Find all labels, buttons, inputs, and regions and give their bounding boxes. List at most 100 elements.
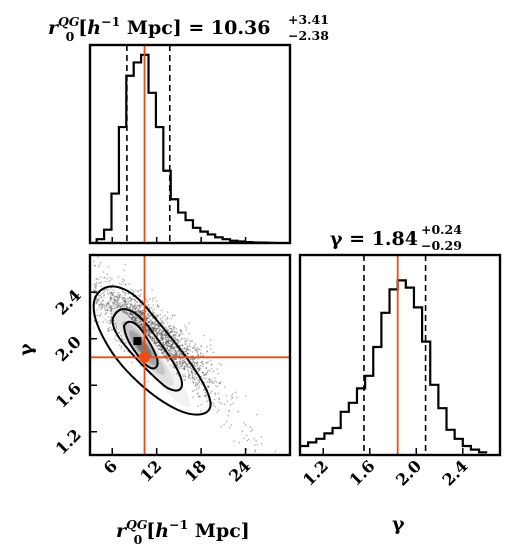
scatter-point — [180, 353, 183, 356]
scatter-point — [147, 312, 149, 315]
scatter-point — [137, 317, 140, 320]
scatter-point — [123, 269, 125, 272]
scatter-point — [181, 354, 183, 356]
scatter-point — [152, 304, 155, 306]
scatter-point — [162, 316, 164, 319]
scatter-point — [183, 368, 185, 371]
scatter-point — [167, 330, 169, 332]
scatter-point — [243, 422, 245, 424]
scatter-point — [123, 299, 126, 302]
scatter-point — [181, 333, 184, 335]
scatter-point — [186, 338, 189, 341]
scatter-point — [96, 277, 98, 280]
scatter-point — [95, 309, 98, 311]
scatter-point — [172, 345, 174, 348]
scatter-point — [147, 380, 149, 383]
scatter-point — [216, 411, 218, 413]
scatter-point — [173, 347, 175, 349]
scatter-point — [256, 443, 259, 446]
scatter-point — [126, 311, 128, 314]
scatter-point — [134, 303, 136, 305]
scatter-point — [165, 338, 168, 341]
scatter-point — [151, 327, 154, 329]
scatter-point — [153, 328, 156, 331]
scatter-point — [123, 297, 125, 300]
scatter-point — [106, 309, 108, 312]
scatter-point — [188, 374, 190, 377]
scatter-point — [201, 371, 204, 374]
scatter-point — [131, 316, 134, 319]
scatter-point — [141, 315, 144, 318]
scatter-point — [172, 342, 174, 345]
scatter-point — [153, 312, 155, 314]
scatter-point — [111, 277, 113, 280]
scatter-point — [161, 320, 164, 323]
scatter-point — [137, 304, 139, 307]
scatter-point — [150, 326, 153, 329]
scatter-point — [171, 346, 174, 349]
scatter-point — [134, 319, 136, 322]
scatter-point — [193, 362, 196, 365]
scatter-point — [184, 365, 186, 367]
scatter-point — [149, 336, 151, 338]
scatter-point — [185, 343, 187, 345]
scatter-point — [123, 305, 126, 307]
scatter-point — [120, 283, 123, 286]
scatter-point — [199, 367, 201, 370]
scatter-point — [200, 345, 203, 348]
scatter-point — [193, 347, 195, 349]
scatter-point — [137, 312, 140, 315]
scatter-point — [202, 388, 205, 391]
scatter-point — [148, 320, 151, 323]
scatter-point — [118, 297, 120, 299]
scatter-point — [169, 349, 171, 352]
scatter-point — [102, 289, 105, 292]
scatter-point — [160, 319, 162, 321]
scatter-point — [161, 337, 164, 340]
scatter-point — [171, 344, 173, 346]
r0-title-plus: +3.41 — [288, 12, 329, 27]
scatter-point — [132, 317, 135, 319]
scatter-point — [172, 334, 175, 336]
scatter-point — [191, 380, 194, 382]
scatter-point — [145, 331, 147, 334]
scatter-point — [181, 364, 183, 366]
scatter-point — [152, 337, 155, 339]
scatter-point — [165, 326, 167, 329]
scatter-point — [203, 381, 206, 384]
scatter-point — [134, 310, 137, 313]
scatter-point — [187, 366, 189, 368]
scatter-point — [138, 321, 141, 323]
scatter-point — [137, 311, 140, 313]
scatter-point — [193, 345, 196, 347]
scatter-point — [183, 360, 185, 363]
scatter-point — [110, 292, 113, 295]
scatter-point — [95, 287, 97, 290]
scatter-point — [149, 335, 151, 338]
scatter-point — [194, 384, 197, 387]
scatter-point — [117, 298, 119, 301]
scatter-point — [163, 334, 166, 337]
scatter-point — [173, 331, 176, 333]
scatter-point — [161, 334, 163, 337]
scatter-point — [132, 289, 134, 292]
scatter-point — [137, 290, 139, 293]
scatter-point — [177, 349, 179, 351]
scatter-point — [153, 339, 156, 342]
scatter-point — [179, 340, 182, 342]
scatter-point — [162, 331, 165, 333]
scatter-point — [162, 334, 165, 336]
scatter-point — [157, 314, 160, 317]
scatter-point — [225, 420, 228, 423]
scatter-point — [129, 306, 131, 309]
scatter-point — [166, 316, 168, 319]
scatter-point — [130, 303, 133, 306]
scatter-point — [218, 409, 220, 411]
scatter-point — [173, 343, 175, 345]
scatter-point — [125, 303, 128, 305]
joint-plot-area — [90, 255, 290, 455]
scatter-point — [165, 334, 168, 336]
scatter-point — [123, 339, 125, 341]
scatter-point — [175, 328, 178, 330]
scatter-point — [154, 330, 157, 333]
